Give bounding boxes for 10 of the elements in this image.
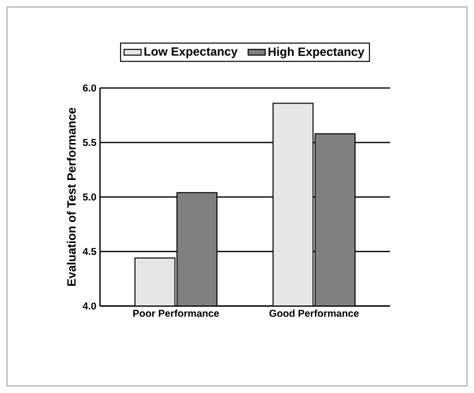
legend-label: Low Expectancy [144, 47, 238, 58]
y-tick-label: 4.0 [82, 302, 96, 310]
y-tick-label: 5.0 [82, 193, 96, 201]
y-tick-label: 4.5 [82, 248, 96, 255]
x-tick-label: Poor Performance [133, 310, 219, 317]
x-tick-label: Good Performance [269, 310, 359, 317]
y-tick-label: 6.0 [82, 84, 96, 92]
legend-label: High Expectancy [268, 47, 364, 58]
y-tick-label: 5.5 [82, 138, 96, 146]
y-axis-title: Evaluation of Test Performance [66, 108, 76, 286]
